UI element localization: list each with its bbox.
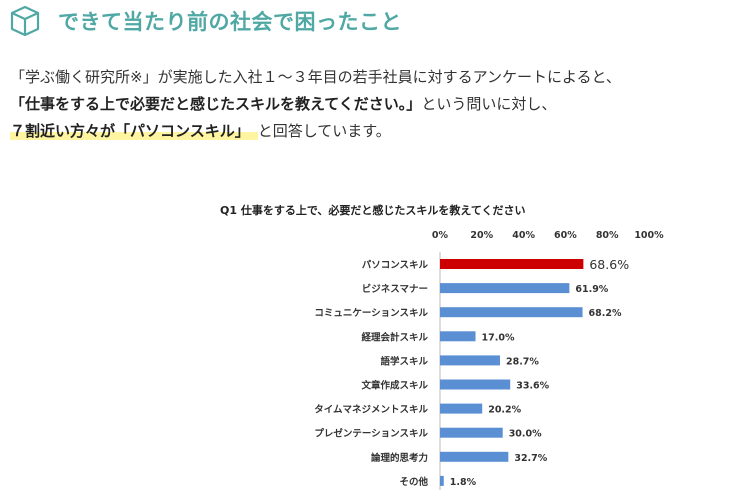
chart-title: Q1 仕事をする上で、必要だと感じたスキルを教えてください: [220, 203, 526, 217]
value-label: 30.0%: [509, 429, 542, 440]
bar: [440, 283, 570, 294]
bar: [440, 451, 509, 462]
bar: [440, 307, 583, 318]
value-label: 33.6%: [516, 381, 549, 392]
bar: [440, 403, 483, 414]
bar: [440, 355, 500, 366]
x-tick-label: 20%: [470, 230, 493, 241]
x-tick-label: 60%: [554, 230, 577, 241]
bar: [440, 427, 503, 438]
intro-line-3-rest: と回答しています。: [257, 122, 391, 140]
question-quote: 「仕事をする上で必要だと感じたスキルを教えてください。」: [10, 95, 422, 113]
category-label: コミュニケーションスキル: [314, 308, 428, 319]
category-label: その他: [399, 476, 428, 488]
category-label: タイムマネジメントスキル: [314, 404, 428, 416]
category-label: 語学スキル: [380, 355, 428, 367]
bar-highlighted: [440, 259, 584, 269]
value-label: 61.9%: [575, 284, 608, 295]
bar: [440, 475, 444, 486]
value-label: 17.0%: [482, 332, 515, 343]
intro-line-2-rest: という問いに対し、: [421, 95, 557, 113]
highlighted-finding: ７割近い方々が「パソコンスキル」: [10, 122, 258, 140]
value-labels: 68.6% 61.9% 68.2% 17.0% 28.7% 33.6% 20.2% 30.0%…: [450, 257, 629, 488]
x-axis-ticks: 0% 20% 40% 60% 80% 100%: [432, 230, 664, 241]
x-tick-label: 40%: [512, 230, 535, 241]
x-tick-label: 0%: [432, 230, 449, 241]
bar: [440, 379, 511, 390]
value-label: 32.7%: [514, 453, 547, 464]
value-label: 1.8%: [450, 477, 477, 488]
intro-line-1: 「学ぶ働く研究所※」が実施した入社１～３年目の若手社員に対するアンケートによると…: [10, 68, 621, 86]
value-label: 28.7%: [506, 356, 539, 367]
category-label: パソコンスキル: [362, 259, 429, 271]
x-tick-label: 80%: [596, 230, 619, 241]
category-label: 経理会計スキル: [361, 331, 428, 343]
value-label: 68.2%: [589, 308, 622, 319]
intro-paragraph: 「学ぶ働く研究所※」が実施した入社１～３年目の若手社員に対するアンケートによると…: [10, 64, 740, 145]
section-title: できて当たり前の社会で困ったこと: [58, 10, 402, 34]
section-heading: できて当たり前の社会で困ったこと: [8, 4, 728, 38]
category-label: 文章作成スキル: [360, 380, 428, 392]
category-label: ビジネスマナー: [362, 283, 428, 295]
bar: [440, 331, 476, 342]
category-label: プレゼンテーションスキル: [314, 428, 428, 440]
intro-line-2: 「仕事をする上で必要だと感じたスキルを教えてください。」という問いに対し、: [10, 91, 740, 118]
value-label: 68.6%: [589, 257, 629, 272]
bars: [440, 259, 584, 486]
intro-line-3: ７割近い方々が「パソコンスキル」 と回答しています。: [10, 118, 740, 145]
category-labels: パソコンスキルビジネスマナーコミュニケーションスキル経理会計スキル語学スキル文章…: [314, 259, 428, 488]
x-tick-label: 100%: [634, 230, 664, 241]
category-label: 論理的思考力: [371, 452, 428, 464]
cube-outline-icon: [10, 5, 40, 37]
value-label: 20.2%: [488, 405, 521, 416]
